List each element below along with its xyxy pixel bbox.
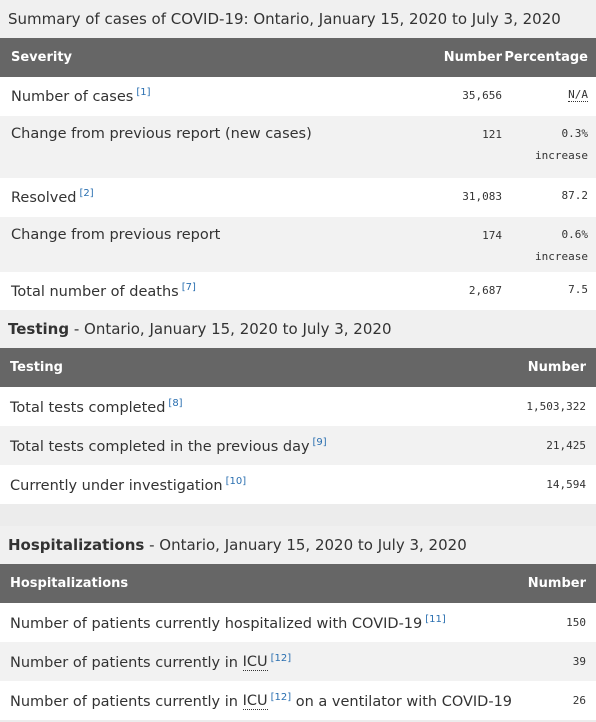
row-label: Number of patients currently in — [10, 693, 243, 710]
testing-header: Testing — [10, 360, 63, 375]
number-cell: 31,083 — [462, 190, 502, 203]
testing-caption-strong: Testing — [8, 320, 70, 338]
testing-table-header: Testing Number — [0, 348, 596, 387]
footnote-link[interactable]: [12] — [270, 691, 292, 703]
footnote-link[interactable]: [9] — [312, 436, 327, 448]
row-label: Number of patients currently in — [10, 654, 243, 671]
table-row: Total tests completed [8] 1,503,322 — [0, 387, 596, 426]
percentage-note: increase — [535, 250, 588, 263]
table-row: Number of patients currently in ICU [12] … — [0, 642, 596, 681]
testing-table: Testing Number Total tests completed [8] … — [0, 348, 596, 504]
table-row: Resolved [2] 31,083 87.2 — [0, 178, 596, 217]
number-cell: 26 — [572, 694, 586, 707]
row-label: Total tests completed in the previous da… — [10, 438, 310, 455]
number-cell: 39 — [572, 655, 586, 668]
table-row: Change from previous report (new cases) … — [0, 116, 596, 178]
number-cell: 14,594 — [546, 478, 586, 491]
percentage-cell: 0.3% increase — [502, 111, 596, 178]
hospitalizations-caption-strong: Hospitalizations — [8, 536, 145, 554]
summary-table-header: Severity Number Percentage — [0, 38, 596, 77]
number-header: Number — [527, 576, 586, 591]
not-available-abbr: N/A — [568, 88, 588, 102]
icu-abbr: ICU — [242, 654, 268, 672]
table-row: Currently under investigation [10] 14,594 — [0, 465, 596, 504]
hospitalizations-caption: Hospitalizations - Ontario, January 15, … — [0, 526, 596, 564]
summary-caption: Summary of cases of COVID-19: Ontario, J… — [0, 0, 596, 38]
number-cell: 150 — [566, 616, 586, 629]
summary-table: Severity Number Percentage Number of cas… — [0, 38, 596, 310]
hospitalizations-header: Hospitalizations — [10, 576, 129, 591]
percentage-value: 0.3% — [561, 127, 589, 140]
number-cell: 121 — [482, 128, 502, 141]
row-label: Number of patients currently hospitalize… — [10, 615, 423, 632]
testing-caption-rest: - Ontario, January 15, 2020 to July 3, 2… — [69, 320, 392, 338]
hospitalizations-caption-rest: - Ontario, January 15, 2020 to July 3, 2… — [144, 536, 467, 554]
number-header: Number — [443, 50, 502, 65]
table-row: Number of patients currently in ICU [12] … — [0, 681, 596, 720]
severity-header: Severity — [11, 50, 73, 65]
hospitalizations-table-header: Hospitalizations Number — [0, 564, 596, 603]
table-row: Total number of deaths [7] 2,687 7.5 — [0, 272, 596, 310]
percentage-cell: N/A — [502, 72, 596, 116]
table-row: Total tests completed in the previous da… — [0, 426, 596, 465]
footnote-link[interactable]: [1] — [136, 87, 151, 98]
row-label: Currently under investigation — [10, 477, 223, 494]
row-label: Total tests completed — [10, 399, 166, 416]
number-cell: 1,503,322 — [526, 400, 586, 413]
percentage-cell: 7.5 — [568, 283, 588, 296]
number-cell: 174 — [482, 229, 502, 242]
table-row: Change from previous report 174 0.6% inc… — [0, 217, 596, 272]
row-label-continuation: on a ventilator with COVID-19 — [291, 693, 513, 710]
hospitalizations-table: Hospitalizations Number Number of patien… — [0, 564, 596, 720]
percentage-cell: 87.2 — [561, 189, 589, 202]
table-row: Number of cases [1] 35,656 N/A — [0, 77, 596, 116]
percentage-cell: 0.6% increase — [502, 212, 596, 272]
testing-caption: Testing - Ontario, January 15, 2020 to J… — [0, 310, 596, 348]
percentage-value: 0.6% — [561, 228, 589, 241]
footnote-link[interactable]: [8] — [168, 397, 183, 409]
row-label: Change from previous report — [11, 227, 221, 243]
row-label: Resolved — [11, 189, 77, 206]
row-label: Change from previous report (new cases) — [11, 126, 312, 142]
footnote-link[interactable]: [2] — [79, 188, 94, 199]
number-cell: 21,425 — [546, 439, 586, 452]
number-header: Number — [527, 360, 586, 375]
icu-abbr: ICU — [242, 693, 268, 711]
percentage-header: Percentage — [504, 50, 588, 65]
section-spacer — [0, 504, 596, 526]
row-label: Number of cases — [11, 88, 134, 105]
footnote-link[interactable]: [12] — [270, 652, 292, 664]
footnote-link[interactable]: [10] — [225, 475, 247, 487]
percentage-note: increase — [535, 149, 588, 162]
table-row: Number of patients currently hospitalize… — [0, 603, 596, 642]
footnote-link[interactable]: [7] — [181, 282, 196, 293]
footnote-link[interactable]: [11] — [425, 613, 446, 625]
row-label: Total number of deaths — [11, 283, 179, 300]
number-cell: 2,687 — [468, 284, 502, 297]
number-cell: 35,656 — [462, 89, 502, 102]
